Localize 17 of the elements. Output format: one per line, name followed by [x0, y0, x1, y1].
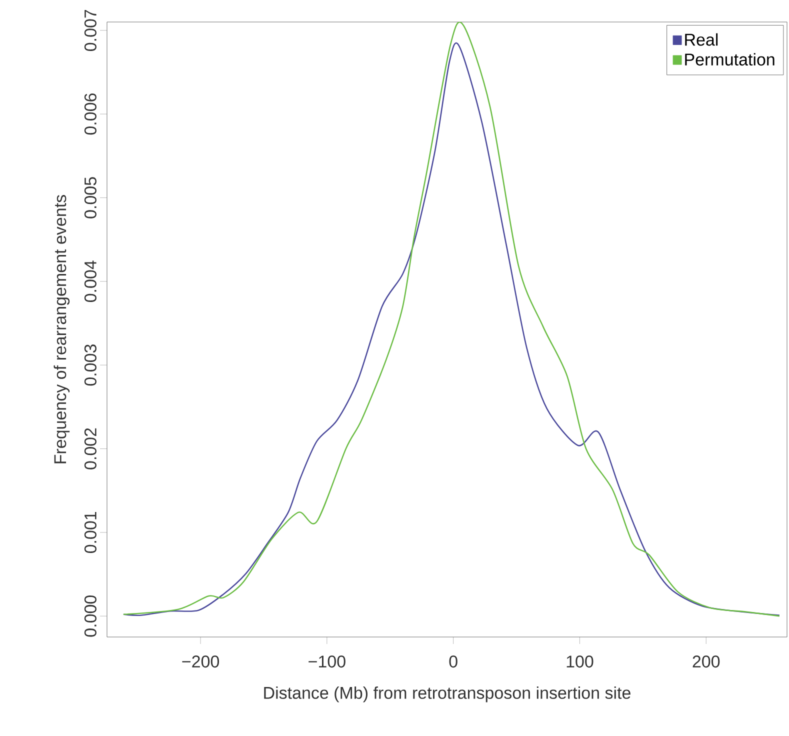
y-tick-label: 0.001 — [84, 512, 96, 554]
y-tick-label: 0.004 — [84, 260, 96, 302]
y-axis-title: Frequency of rearrangement events — [54, 195, 70, 464]
y-tick-label: 0.000 — [84, 595, 96, 637]
legend-label: Permutation — [685, 53, 774, 66]
y-tick-label: 0.003 — [84, 344, 96, 386]
y-tick-label: 0.007 — [84, 10, 96, 51]
y-tick-label: 0.005 — [84, 177, 96, 218]
x-tick-label: 0 — [449, 656, 458, 668]
x-tick-label: −100 — [308, 656, 346, 668]
y-tick-label: 0.002 — [84, 428, 96, 470]
x-tick-label: −200 — [182, 656, 220, 668]
x-tick-label: 100 — [566, 656, 594, 668]
x-tick-label: 200 — [692, 656, 720, 668]
legend-label: Real — [685, 33, 718, 46]
x-axis-title: Distance (Mb) from retrotransposon insertion site — [264, 686, 630, 702]
y-tick-label: 0.006 — [84, 94, 96, 135]
